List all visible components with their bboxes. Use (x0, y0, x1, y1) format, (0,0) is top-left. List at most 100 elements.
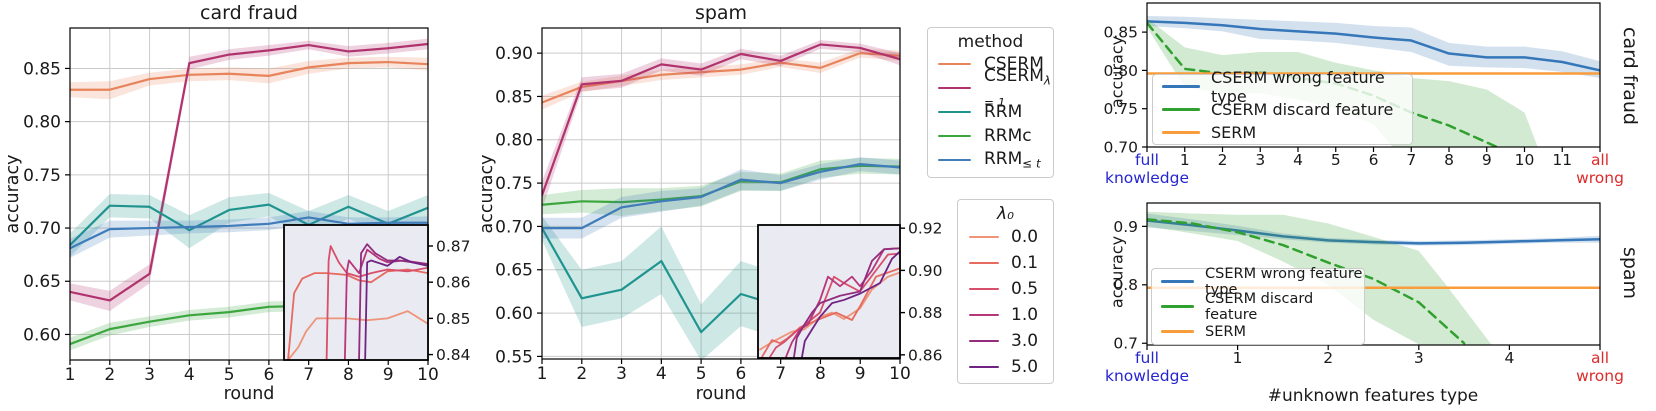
legend-item-lambda-3.0: 3.0 (958, 328, 1053, 354)
svg-text:0.85: 0.85 (495, 87, 533, 107)
svg-text:1: 1 (1180, 151, 1190, 169)
cserm-line-swatch (938, 62, 971, 66)
series-line-0.0 (287, 310, 428, 360)
svg-text:0.80: 0.80 (1103, 62, 1138, 80)
legend-item-label: CSERM (984, 54, 1044, 74)
yaxis-label-accuracy-cf-features: accuracy (1107, 35, 1127, 109)
svg-text:11: 11 (1552, 151, 1572, 169)
svg-text:7: 7 (303, 365, 314, 385)
svg-text:2: 2 (104, 365, 115, 385)
svg-text:3: 3 (1255, 151, 1265, 169)
rrm-line-swatch (938, 110, 971, 114)
series-line-CSERM λ=1 (70, 42, 428, 302)
svg-text:6: 6 (263, 365, 274, 385)
svg-text:0.84: 0.84 (436, 346, 471, 364)
legend-cf-features: CSERM wrong feature type CSERM discard f… (1152, 68, 1413, 145)
legend-item-serm: SERM (1153, 121, 1412, 144)
svg-text:4: 4 (1293, 151, 1303, 169)
svg-text:1: 1 (537, 364, 548, 384)
xaxis-label-round-spam: round (695, 384, 747, 404)
serm-line-swatch (1162, 131, 1200, 134)
svg-text:8: 8 (1444, 151, 1454, 169)
legend-item-label: SERM (1205, 323, 1246, 340)
chart-spam_inset: 0.86 0.88 0.90 0.92 (757, 220, 943, 364)
series-line-3.0 (793, 247, 900, 358)
svg-text:0.70: 0.70 (1103, 138, 1138, 156)
cserm-wrong-feature-line-swatch (1161, 280, 1194, 283)
legend-item-cserm-wrong-feature: CSERM wrong feature type (1153, 68, 1412, 106)
svg-text:9: 9 (383, 365, 394, 385)
lambda-0.0-line-swatch (969, 235, 999, 239)
svg-text:5: 5 (696, 364, 707, 384)
serm-line-swatch (1161, 330, 1194, 333)
legend-spam-features: CSERM wrong feature type CSERM discard f… (1151, 266, 1365, 345)
legend-item-cserm-wrong-feature: CSERM wrong feature type (1152, 266, 1364, 298)
series-line-0.5 (769, 252, 900, 358)
yaxis-label-accuracy-spam-features: accuracy (1107, 235, 1127, 309)
svg-text:0.80: 0.80 (495, 131, 533, 151)
svg-text:0.60: 0.60 (23, 325, 61, 345)
legend-item-label: 0.1 (1011, 253, 1039, 273)
legend-item-lambda-5.0: 5.0 (958, 354, 1053, 380)
svg-text:0.7: 0.7 (1113, 335, 1138, 353)
svg-text:1: 1 (1233, 349, 1243, 367)
svg-text:7: 7 (775, 364, 786, 384)
svg-text:0.85: 0.85 (23, 59, 61, 79)
legend-item-lambda-0.5: 0.5 (958, 276, 1053, 302)
chart-card_fraud_main: 1 2 3 4 5 6 7 8 9 10 0.60 0.65 0.70 0.75 0.80 0.85 (23, 27, 439, 385)
svg-text:0.85: 0.85 (436, 310, 471, 328)
legend-item-cserm-discard-feature: CSERM discard feature (1153, 98, 1412, 121)
series-line-5.0 (364, 255, 428, 360)
svg-text:10: 10 (889, 364, 911, 384)
svg-text:0.60: 0.60 (495, 304, 533, 324)
legend-item-cserm: CSERM (928, 52, 1053, 76)
svg-text:0.80: 0.80 (23, 113, 61, 133)
series-line-RRM ≤t (70, 216, 428, 250)
lambda-0.1-line-swatch (969, 261, 999, 265)
legend-item-label: RRMc (984, 126, 1032, 146)
series-line-0.5 (325, 245, 428, 360)
legend-item-label: RRM (984, 102, 1023, 122)
svg-text:4: 4 (184, 365, 195, 385)
svg-text:3: 3 (144, 365, 155, 385)
legend-item-label: 1.0 (1011, 305, 1039, 325)
rrmc-line-swatch (938, 134, 971, 138)
svg-text:0.92: 0.92 (908, 220, 943, 238)
plot-title-card-fraud: card fraud (200, 2, 298, 24)
series-line-1.0 (785, 247, 900, 358)
lambda-0.5-line-swatch (969, 287, 999, 291)
svg-text:1: 1 (65, 365, 76, 385)
lambda-3.0-line-swatch (969, 339, 999, 343)
legend-item-label: 0.0 (1011, 227, 1039, 247)
legend-item-label: 0.5 (1011, 279, 1039, 299)
legend-lambda0: λ₀ 0.0 0.1 0.5 1.0 3.0 5.0 (957, 199, 1054, 384)
svg-text:6: 6 (1369, 151, 1379, 169)
svg-text:0.65: 0.65 (495, 261, 533, 281)
svg-text:0.55: 0.55 (495, 347, 533, 367)
lambda-1.0-line-swatch (969, 313, 999, 317)
svg-text:6: 6 (735, 364, 746, 384)
legend-method-title: method (957, 32, 1024, 52)
series-line-RRM (70, 203, 428, 247)
legend-item-label: CSERM discard feature (1211, 100, 1394, 119)
legend-item-lambda-0.1: 0.1 (958, 250, 1053, 276)
xaxis-label-round-card-fraud: round (223, 384, 275, 404)
legend-lambda0-title: λ₀ (997, 204, 1014, 224)
legend-item-cserm-discard-feature: CSERM discard feature (1152, 291, 1364, 323)
svg-text:0.9: 0.9 (1113, 218, 1138, 236)
yaxis-label-accuracy-card-fraud: accuracy (3, 154, 23, 234)
legend-item-label: SERM (1211, 123, 1257, 142)
series-line-RRM ≤t (542, 162, 900, 230)
svg-text:0.90: 0.90 (495, 44, 533, 64)
svg-text:0.88: 0.88 (908, 304, 943, 322)
svg-text:2: 2 (576, 364, 587, 384)
svg-text:10: 10 (417, 365, 439, 385)
svg-text:0.87: 0.87 (436, 237, 471, 255)
series-line-0.0 (759, 271, 900, 351)
svg-text:5: 5 (224, 365, 235, 385)
